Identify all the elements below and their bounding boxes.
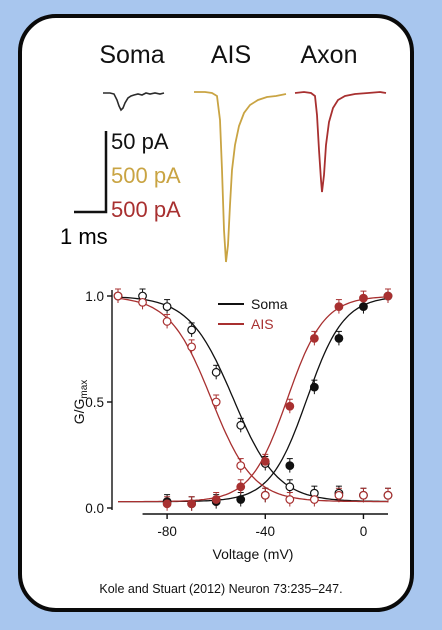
y-axis-title-subscript: max (79, 380, 90, 399)
legend-label-ais: AIS (251, 316, 274, 332)
scale-label-ais: 500 pA (111, 163, 181, 188)
data-point-ais-activation (285, 401, 295, 411)
data-point-ais-inactivation (309, 495, 319, 504)
trace-label-ais: AIS (211, 41, 251, 69)
data-point-ais-activation (334, 302, 344, 312)
axon-current-trace (294, 91, 387, 193)
y-axis-title-main: G/G (71, 399, 87, 425)
scale-label-soma: 50 pA (111, 129, 169, 154)
trace-label-axon: Axon (301, 41, 358, 69)
data-point-ais-activation (236, 482, 246, 492)
data-point-ais-inactivation (285, 495, 295, 504)
data-point-ais-inactivation (162, 317, 172, 326)
data-point-ais-activation (359, 293, 368, 303)
data-point-soma-activation (359, 302, 368, 312)
x-tick-label: -40 (256, 524, 276, 539)
data-point-ais-inactivation (383, 490, 393, 500)
chart-axes: 0.0 0.5 1.0 -80 -40 0 (85, 289, 388, 539)
data-point-ais-inactivation (260, 490, 270, 500)
ais-current-trace (194, 91, 287, 263)
x-axis-title: Voltage (mV) (213, 546, 294, 562)
citation: Kole and Stuart (2012) Neuron 73:235–247… (99, 582, 343, 596)
trace-label-soma: Soma (99, 41, 164, 69)
data-point-soma-activation (309, 382, 319, 392)
fit-curve-soma-inactivation (117, 296, 389, 503)
data-point-soma-activation (236, 495, 246, 504)
soma-current-trace (103, 92, 165, 112)
data-point-soma-activation (285, 461, 295, 471)
data-point-ais-activation (187, 499, 197, 509)
scale-bar (74, 131, 108, 214)
scale-label-time: 1 ms (60, 224, 108, 249)
data-point-ais-activation (383, 291, 393, 301)
gv-chart: 0.0 0.5 1.0 -80 -40 0 Soma AIS Voltage (mV) G/… (71, 288, 393, 562)
chart-legend: Soma AIS (218, 296, 288, 332)
data-point-ais-activation (260, 456, 270, 466)
data-point-ais-inactivation (211, 397, 221, 407)
x-tick-label: 0 (360, 524, 368, 539)
y-tick-label: 0.0 (85, 501, 104, 516)
data-point-ais-inactivation (113, 291, 123, 301)
data-point-soma-inactivation (236, 420, 246, 430)
data-point-soma-inactivation (285, 482, 295, 492)
data-point-ais-inactivation (359, 490, 368, 500)
fit-curve-ais-inactivation (117, 297, 388, 503)
y-tick-label: 0.5 (85, 395, 104, 410)
y-tick-label: 1.0 (85, 289, 104, 304)
data-points (113, 291, 393, 509)
figure-card (18, 14, 414, 612)
data-point-ais-activation (211, 495, 221, 504)
data-point-ais-activation (162, 499, 172, 509)
data-point-ais-inactivation (334, 490, 344, 500)
y-axis-title: G/Gmax (71, 380, 90, 425)
data-point-soma-activation (334, 334, 344, 343)
data-point-soma-inactivation (187, 325, 197, 335)
data-point-ais-inactivation (138, 297, 147, 307)
data-point-ais-inactivation (187, 342, 197, 352)
data-point-ais-inactivation (236, 461, 246, 471)
data-point-soma-inactivation (211, 367, 221, 377)
x-tick-label: -80 (157, 524, 177, 539)
scale-label-axon: 500 pA (111, 197, 181, 222)
data-point-ais-activation (309, 334, 319, 343)
data-point-soma-inactivation (162, 302, 172, 312)
legend-label-soma: Soma (251, 296, 288, 312)
